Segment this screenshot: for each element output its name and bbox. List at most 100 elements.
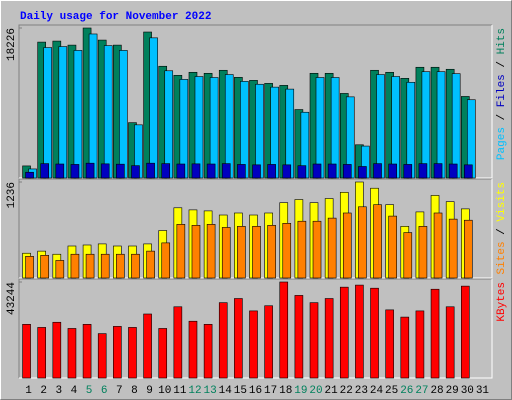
bar xyxy=(173,306,183,379)
x-tick-label: 12 xyxy=(188,385,201,397)
bar xyxy=(221,227,231,279)
legend: KBytes xyxy=(496,282,508,322)
x-tick-label: 31 xyxy=(476,385,490,397)
bar xyxy=(358,166,367,179)
x-tick-label: 21 xyxy=(325,385,339,397)
bar xyxy=(309,302,319,379)
bar xyxy=(451,73,461,179)
bar xyxy=(418,163,428,179)
bar xyxy=(370,287,379,379)
bar xyxy=(240,81,249,179)
bar xyxy=(448,163,458,179)
chart-title: Daily usage for November 2022 xyxy=(20,11,211,23)
bar xyxy=(282,164,292,179)
bar xyxy=(267,225,276,279)
bar xyxy=(179,79,189,179)
x-tick-label: 24 xyxy=(370,385,384,397)
x-tick-label: 9 xyxy=(146,385,153,397)
bar xyxy=(188,320,198,379)
legend-entry: Sites xyxy=(496,241,508,274)
bar xyxy=(97,333,107,379)
x-tick-label: 18 xyxy=(279,385,292,397)
bar xyxy=(312,220,322,279)
x-tick-label: 6 xyxy=(101,385,108,397)
x-tick-label: 22 xyxy=(340,385,353,397)
y-tick-label: 18226 xyxy=(6,28,18,61)
bar xyxy=(448,218,458,279)
bar xyxy=(224,74,234,179)
bar xyxy=(218,302,228,379)
bar xyxy=(433,212,443,279)
legend: Sites / Visits xyxy=(496,182,508,274)
bar xyxy=(113,326,122,379)
bar xyxy=(37,327,46,379)
y-tick-label: 1236 xyxy=(6,182,18,208)
bar xyxy=(128,327,137,379)
bar xyxy=(342,164,352,179)
x-tick-label: 2 xyxy=(40,385,47,397)
bar xyxy=(403,164,413,179)
bar xyxy=(264,305,273,379)
x-tick-label: 15 xyxy=(234,385,247,397)
panel-bevel xyxy=(18,278,492,378)
legend-separator: / xyxy=(496,222,508,242)
bar xyxy=(209,77,219,179)
x-tick-label: 29 xyxy=(446,385,459,397)
bar xyxy=(55,260,65,279)
bar xyxy=(421,71,431,179)
x-tick-label: 20 xyxy=(309,385,322,397)
bar xyxy=(22,324,31,379)
bar xyxy=(327,217,337,279)
legend-entry: Hits xyxy=(496,28,508,54)
bar xyxy=(25,256,34,279)
x-tick-label: 27 xyxy=(415,385,428,397)
bar xyxy=(388,215,397,279)
bar xyxy=(294,295,304,379)
legend-entry: KBytes xyxy=(496,282,508,322)
bar xyxy=(191,225,201,279)
bar xyxy=(252,226,261,279)
bar xyxy=(206,224,216,279)
bar xyxy=(143,313,152,379)
bar xyxy=(297,220,307,279)
bar xyxy=(391,76,400,179)
bar xyxy=(116,163,125,179)
legend-entry: Files xyxy=(496,74,508,107)
x-tick-label: 26 xyxy=(400,385,413,397)
bar xyxy=(82,324,92,379)
bar xyxy=(40,255,49,279)
bar xyxy=(221,163,231,179)
x-tick-label: 16 xyxy=(249,385,262,397)
bar xyxy=(206,163,216,179)
bar xyxy=(436,71,446,179)
bar xyxy=(373,204,382,279)
bar xyxy=(146,250,155,279)
x-tick-label: 10 xyxy=(158,385,171,397)
bar xyxy=(191,163,201,179)
bar xyxy=(464,219,473,279)
x-tick-label: 8 xyxy=(131,385,138,397)
bar xyxy=(67,328,77,379)
bar xyxy=(131,165,140,179)
bar xyxy=(146,162,155,179)
legend-entry: Pages xyxy=(496,127,508,160)
bar xyxy=(176,163,186,179)
bar xyxy=(415,310,425,379)
bar xyxy=(203,324,213,379)
bar xyxy=(279,281,289,379)
x-tick-label: 14 xyxy=(219,385,233,397)
bar xyxy=(376,74,385,179)
bar xyxy=(400,316,410,379)
legend: Pages / Files / Hits xyxy=(496,28,508,160)
y-tick-label: 43244 xyxy=(6,282,18,315)
x-tick-label: 5 xyxy=(86,385,93,397)
bar xyxy=(85,162,95,179)
x-tick-label: 7 xyxy=(116,385,123,397)
bar xyxy=(176,224,186,279)
x-tick-label: 28 xyxy=(430,385,443,397)
bar xyxy=(464,164,473,179)
bar xyxy=(164,70,174,179)
x-tick-label: 25 xyxy=(385,385,398,397)
